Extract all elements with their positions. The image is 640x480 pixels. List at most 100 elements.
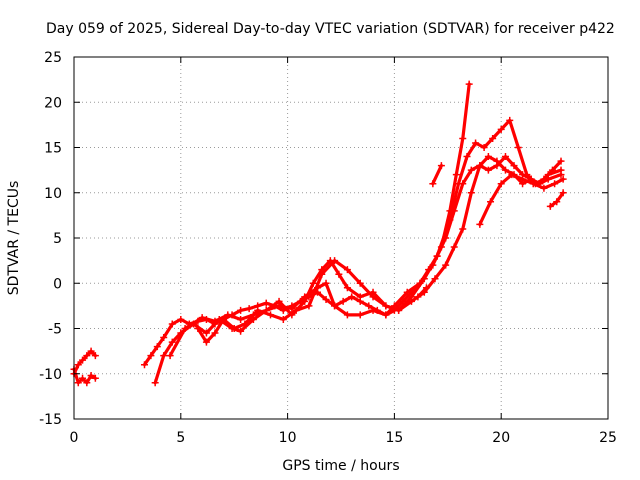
- data-point: [87, 372, 95, 380]
- data-point: [484, 166, 492, 174]
- series-track: [476, 171, 567, 228]
- data-point: [168, 320, 176, 328]
- data-point: [140, 361, 148, 369]
- data-point: [166, 352, 174, 360]
- data-point: [420, 275, 428, 283]
- data-point: [322, 279, 330, 287]
- data-point: [83, 352, 91, 360]
- data-point: [553, 198, 561, 206]
- y-tick-label: -10: [39, 367, 62, 383]
- data-point: [484, 153, 492, 161]
- data-point: [382, 311, 390, 319]
- data-point: [395, 306, 403, 314]
- data-point: [74, 379, 82, 387]
- y-tick-label: -5: [48, 322, 62, 338]
- data-point: [403, 288, 411, 296]
- data-point: [153, 343, 161, 351]
- series-trace: [72, 349, 98, 376]
- series-track: [70, 347, 99, 378]
- data-point: [288, 305, 296, 313]
- axis-ticks: [73, 56, 609, 420]
- data-series: [70, 80, 567, 387]
- data-point: [476, 162, 484, 170]
- data-point: [202, 338, 210, 346]
- data-point: [514, 144, 522, 151]
- data-point: [497, 180, 505, 188]
- y-tick-label: 10: [44, 186, 62, 202]
- y-tick-label: 0: [53, 276, 62, 292]
- data-point: [254, 306, 262, 314]
- data-point: [245, 305, 253, 313]
- data-point: [431, 275, 439, 283]
- x-tick-label: 5: [176, 430, 185, 446]
- data-point: [497, 125, 505, 133]
- data-point: [506, 116, 514, 124]
- data-point: [160, 334, 168, 342]
- x-axis-title: GPS time / hours: [282, 458, 399, 474]
- data-point: [147, 352, 155, 360]
- data-point: [91, 352, 99, 360]
- x-tick-label: 20: [492, 430, 510, 446]
- data-point: [74, 361, 82, 369]
- data-point: [480, 144, 488, 151]
- data-point: [305, 302, 313, 310]
- data-point: [160, 352, 168, 360]
- data-point: [356, 311, 364, 319]
- data-point: [452, 171, 460, 179]
- data-point: [493, 157, 501, 165]
- data-point: [168, 338, 176, 346]
- data-point: [343, 266, 351, 274]
- data-point: [262, 299, 270, 307]
- data-point: [79, 374, 87, 382]
- data-point: [523, 171, 531, 179]
- data-point: [501, 166, 509, 174]
- series-track: [546, 189, 567, 210]
- data-point: [519, 175, 527, 183]
- data-point: [489, 134, 497, 142]
- data-point: [292, 306, 300, 314]
- x-tick-label: 0: [70, 430, 79, 446]
- data-point: [465, 80, 473, 88]
- data-point: [365, 302, 373, 310]
- data-point: [508, 171, 516, 179]
- series-track: [194, 153, 565, 346]
- data-point: [557, 157, 565, 165]
- data-point: [369, 293, 377, 301]
- y-tick-label: -15: [39, 412, 62, 428]
- data-point: [422, 284, 430, 292]
- data-point: [467, 166, 475, 174]
- data-point: [83, 379, 91, 387]
- data-point: [237, 327, 245, 335]
- data-point: [194, 325, 202, 332]
- data-point: [369, 306, 377, 314]
- data-point: [309, 279, 317, 287]
- data-point: [437, 162, 445, 170]
- data-point: [510, 162, 518, 170]
- data-point: [275, 297, 283, 305]
- series-track: [414, 284, 430, 301]
- data-point: [356, 293, 364, 301]
- x-tick-label: 25: [599, 430, 617, 446]
- data-point: [544, 171, 552, 179]
- data-point: [198, 314, 206, 322]
- data-point: [267, 311, 275, 319]
- data-point: [540, 184, 548, 192]
- data-point: [279, 315, 287, 323]
- data-point: [211, 329, 219, 337]
- data-point: [529, 180, 537, 188]
- data-point: [339, 297, 347, 305]
- data-point: [79, 356, 87, 364]
- data-point: [343, 311, 351, 319]
- series-trace: [416, 286, 428, 299]
- data-point: [557, 166, 565, 174]
- data-point: [241, 320, 249, 328]
- data-point: [181, 325, 189, 332]
- data-point: [476, 220, 484, 228]
- chart-title: Day 059 of 2025, Sidereal Day-to-day VTE…: [46, 21, 615, 37]
- data-point: [224, 311, 232, 319]
- y-tick-label: 15: [44, 141, 62, 157]
- data-point: [442, 261, 450, 269]
- data-point: [487, 198, 495, 206]
- data-point: [559, 189, 567, 197]
- x-tick-label: 15: [385, 430, 403, 446]
